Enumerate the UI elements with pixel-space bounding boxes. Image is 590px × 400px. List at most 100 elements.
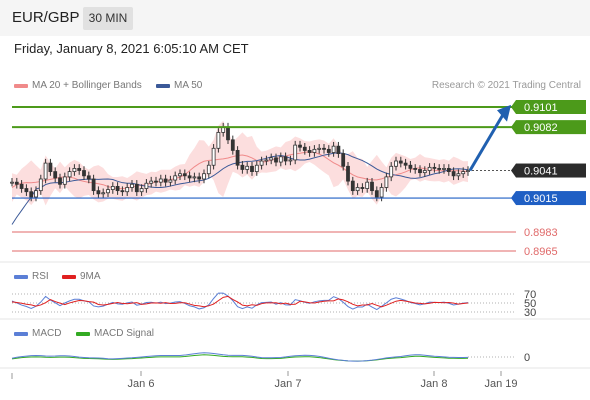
candle-body — [408, 164, 413, 169]
candle-body — [403, 162, 408, 166]
candle-body — [230, 139, 235, 151]
candle-body — [360, 187, 365, 189]
legend-swatch-ma20 — [14, 84, 28, 88]
candle-body — [115, 186, 120, 192]
candle-body — [192, 176, 197, 179]
legend-9ma: 9MA — [80, 271, 101, 282]
price-tag-pointer — [511, 191, 516, 206]
price-label-target: 0.8965 — [524, 246, 558, 258]
candle-body — [202, 173, 206, 180]
timeframe-button[interactable]: 30 MIN — [83, 7, 133, 30]
candle-body — [379, 187, 384, 198]
candle-body — [130, 183, 134, 188]
candle-body — [82, 170, 86, 177]
candle-body — [10, 181, 14, 184]
candle-body — [418, 169, 422, 174]
forecast-arrow-head — [497, 104, 511, 122]
candle-body — [58, 177, 62, 185]
candle-body — [149, 180, 154, 184]
x-tick-label: Jan 7 — [275, 378, 302, 390]
candle-body — [389, 165, 394, 178]
candle-body — [451, 171, 456, 177]
candle-body — [144, 182, 149, 189]
candle-body — [178, 173, 182, 177]
timestamp: Friday, January 8, 2021 6:05:10 AM CET — [14, 41, 249, 56]
macd-line — [11, 352, 469, 362]
candle-body — [264, 159, 269, 162]
rsi-9ma-line — [11, 295, 469, 308]
candle-body — [226, 126, 230, 141]
candle-body — [173, 175, 178, 181]
legend-rsi: RSI — [32, 271, 49, 282]
candle-body — [365, 181, 370, 189]
candle-body — [134, 183, 139, 193]
candle-body — [43, 162, 48, 180]
candle-body — [293, 144, 298, 161]
candle-body — [317, 147, 322, 150]
macd-zero-label: 0 — [524, 352, 530, 364]
header-bar: EUR/GBP 30 MIN — [0, 0, 590, 36]
price-tag-resistance — [516, 120, 586, 135]
price-label-current: 0.9041 — [524, 166, 558, 178]
rsi-level-label: 30 — [524, 307, 536, 319]
legend-macd: MACD — [32, 328, 62, 339]
candle-body — [254, 164, 259, 172]
price-tag-current — [516, 163, 586, 178]
candle-body — [206, 164, 211, 175]
candle-body — [139, 188, 144, 193]
legend-swatch-macd-signal — [76, 332, 90, 336]
candle-body — [106, 189, 110, 194]
candle-body — [394, 160, 398, 167]
candle-body — [38, 178, 43, 192]
candle-body — [245, 165, 250, 170]
price-tag-resistance — [516, 100, 586, 114]
price-label-support: 0.9015 — [524, 193, 558, 205]
currency-pair: EUR/GBP — [12, 9, 80, 26]
candle-body — [269, 157, 274, 161]
candle-body — [374, 190, 379, 198]
price-label-resistance: 0.9101 — [524, 102, 558, 114]
candle-body — [331, 145, 336, 153]
candle-body — [34, 190, 38, 198]
candle-body — [326, 148, 331, 153]
candle-body — [461, 171, 466, 175]
x-tick-label: Jan 8 — [421, 378, 448, 390]
candle-body — [72, 168, 77, 172]
candle-body — [442, 168, 446, 170]
candle-body — [77, 168, 82, 171]
candle-body — [413, 168, 418, 170]
candle-body — [288, 159, 293, 162]
candle-body — [398, 160, 403, 164]
candle-body — [158, 178, 163, 183]
candle-body — [154, 180, 158, 183]
candle-body — [29, 191, 34, 198]
candle-body — [86, 175, 91, 180]
candle-body — [346, 165, 350, 182]
candle-body — [355, 187, 360, 192]
price-label-target: 0.8983 — [524, 227, 558, 239]
candle-body — [312, 148, 317, 153]
rsi-line — [11, 292, 469, 311]
candle-body — [24, 188, 29, 193]
candle-body — [110, 186, 115, 190]
price-tag-support — [516, 191, 586, 206]
price-label-resistance: 0.9082 — [524, 122, 558, 134]
price-tag-pointer — [511, 163, 516, 178]
candle-body — [259, 160, 264, 166]
candle-body — [48, 162, 53, 172]
candle-body — [278, 156, 283, 163]
candle-body — [101, 192, 106, 195]
candle-body — [432, 166, 437, 169]
candle-body — [341, 153, 346, 167]
candle-body — [422, 170, 427, 174]
candle-body — [168, 179, 173, 183]
macd-signal-line — [11, 354, 469, 362]
legend-macd-signal: MACD Signal — [94, 328, 155, 339]
forecast-arrow-shaft — [468, 110, 507, 172]
legend-ma50: MA 50 — [174, 80, 203, 91]
candle-body — [427, 166, 432, 171]
candle-body — [250, 165, 254, 172]
price-tag-pointer — [511, 100, 516, 114]
candle-body — [298, 144, 302, 148]
